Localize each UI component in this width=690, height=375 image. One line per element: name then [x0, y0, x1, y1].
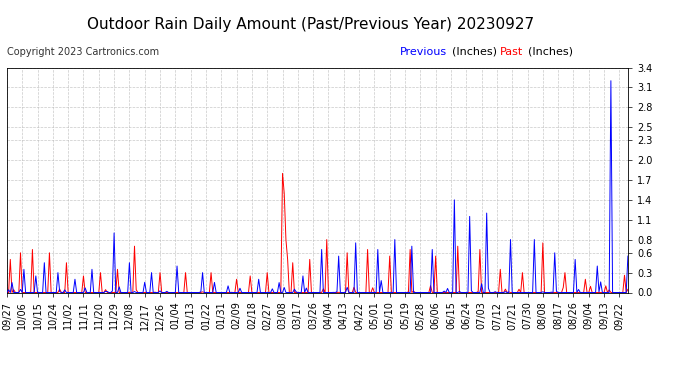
Text: (Inches): (Inches)	[528, 47, 573, 57]
Text: Copyright 2023 Cartronics.com: Copyright 2023 Cartronics.com	[7, 47, 159, 57]
Text: Outdoor Rain Daily Amount (Past/Previous Year) 20230927: Outdoor Rain Daily Amount (Past/Previous…	[87, 17, 534, 32]
Text: (Inches): (Inches)	[452, 47, 497, 57]
Text: Previous: Previous	[400, 47, 447, 57]
Text: Past: Past	[500, 47, 524, 57]
